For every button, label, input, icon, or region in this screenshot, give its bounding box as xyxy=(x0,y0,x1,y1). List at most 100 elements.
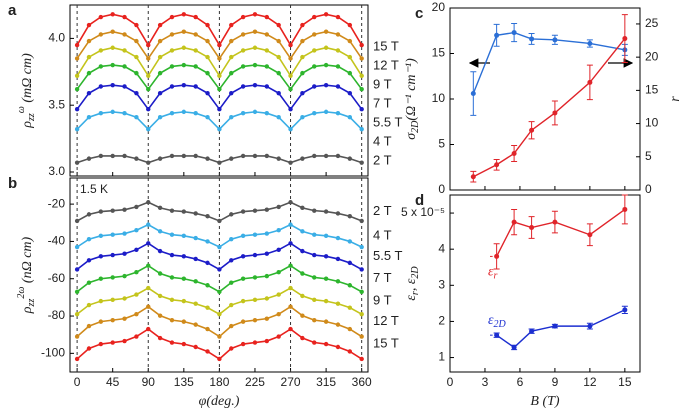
data-point xyxy=(86,70,92,76)
data-point xyxy=(157,248,163,254)
data-point xyxy=(323,45,329,50)
data-point xyxy=(300,22,305,28)
data-point xyxy=(110,45,115,50)
data-point xyxy=(335,279,341,284)
error-bar xyxy=(586,322,593,330)
data-point xyxy=(240,254,246,259)
data-point xyxy=(98,341,104,347)
data-point xyxy=(134,22,139,28)
x-tick-label: 3 xyxy=(482,375,489,389)
error-bar xyxy=(511,144,518,162)
data-point xyxy=(98,209,104,214)
data-point xyxy=(229,115,234,120)
data-point xyxy=(134,70,139,76)
data-point xyxy=(217,356,222,362)
data-point xyxy=(86,22,92,28)
data-point xyxy=(169,14,175,20)
data-point xyxy=(359,56,364,61)
data-point xyxy=(110,297,115,303)
plot-frame xyxy=(449,7,641,191)
data-point xyxy=(181,298,187,304)
data-point xyxy=(252,62,258,68)
data-point xyxy=(288,107,293,112)
data-point xyxy=(359,334,364,339)
data-point xyxy=(157,313,163,318)
data-point xyxy=(193,14,198,20)
data-point xyxy=(300,293,305,299)
data-point xyxy=(252,297,258,303)
data-point xyxy=(359,107,364,112)
data-point xyxy=(264,316,270,321)
data-point xyxy=(217,107,222,112)
data-point xyxy=(288,263,293,268)
data-point xyxy=(169,84,175,89)
data-point xyxy=(86,38,92,44)
data-point xyxy=(110,62,115,68)
data-point xyxy=(217,73,222,79)
data-point xyxy=(276,204,281,210)
error-bar xyxy=(470,170,477,183)
data-point xyxy=(217,218,222,224)
data-point xyxy=(300,156,305,161)
data-point xyxy=(169,340,175,345)
legend-label: 2 T xyxy=(373,152,392,167)
data-point xyxy=(335,32,341,37)
x-tick-label: 360 xyxy=(352,375,372,389)
data-point xyxy=(205,305,210,310)
data-point xyxy=(169,275,175,280)
data-point xyxy=(347,38,353,44)
data-point xyxy=(240,276,246,281)
data-point xyxy=(276,311,281,317)
data-point xyxy=(240,14,246,20)
data-point xyxy=(98,84,104,89)
data-point xyxy=(74,56,80,61)
error-bar xyxy=(586,39,593,48)
y-axis-label: σ2D(Ω⁻¹ cm⁻¹) xyxy=(404,58,421,140)
y-tick-label: 1 xyxy=(438,350,445,364)
x-tick-label: 15 xyxy=(618,375,632,389)
data-point xyxy=(312,153,317,159)
data-point xyxy=(323,319,329,324)
data-point xyxy=(229,54,234,60)
legend-label: 4 T xyxy=(373,133,392,148)
data-point xyxy=(347,349,353,354)
data-point xyxy=(276,70,281,76)
data-point xyxy=(288,73,293,79)
data-point xyxy=(98,276,104,281)
x-tick-label: 0 xyxy=(74,375,81,389)
data-point xyxy=(288,285,293,291)
data-point xyxy=(359,218,364,224)
data-point xyxy=(312,111,317,116)
y-tick-label: 10 xyxy=(432,91,446,105)
x-tick-label: 180 xyxy=(209,375,229,389)
y-tick-label: -80 xyxy=(48,308,66,322)
data-point xyxy=(122,111,127,116)
data-point xyxy=(240,111,246,116)
data-point xyxy=(74,289,80,294)
data-point xyxy=(193,32,198,37)
y-tick-label: 2 xyxy=(438,314,445,328)
data-point xyxy=(146,86,151,92)
data-point xyxy=(288,42,293,48)
x-tick-label: 315 xyxy=(316,375,336,389)
data-point xyxy=(157,54,163,60)
legend-label: 9 T xyxy=(373,293,392,308)
data-point xyxy=(110,252,115,258)
y-tick-label: 5 xyxy=(438,137,445,151)
data-point xyxy=(205,260,210,266)
legend-label: 9 T xyxy=(373,76,392,91)
data-point xyxy=(146,42,151,48)
data-point xyxy=(323,233,329,239)
data-point xyxy=(347,326,353,332)
data-point xyxy=(146,73,151,79)
data-point xyxy=(122,32,127,37)
data-point xyxy=(217,334,222,339)
data-point xyxy=(134,228,139,233)
x-axis-label: B (T) xyxy=(530,394,560,409)
data-point xyxy=(146,304,151,309)
y-tick-label: 4 xyxy=(438,241,445,255)
data-point xyxy=(323,82,329,88)
y-axis-label: ρzz2ω (nΩ cm) xyxy=(16,236,37,314)
data-point xyxy=(169,232,175,237)
data-point xyxy=(181,254,187,259)
